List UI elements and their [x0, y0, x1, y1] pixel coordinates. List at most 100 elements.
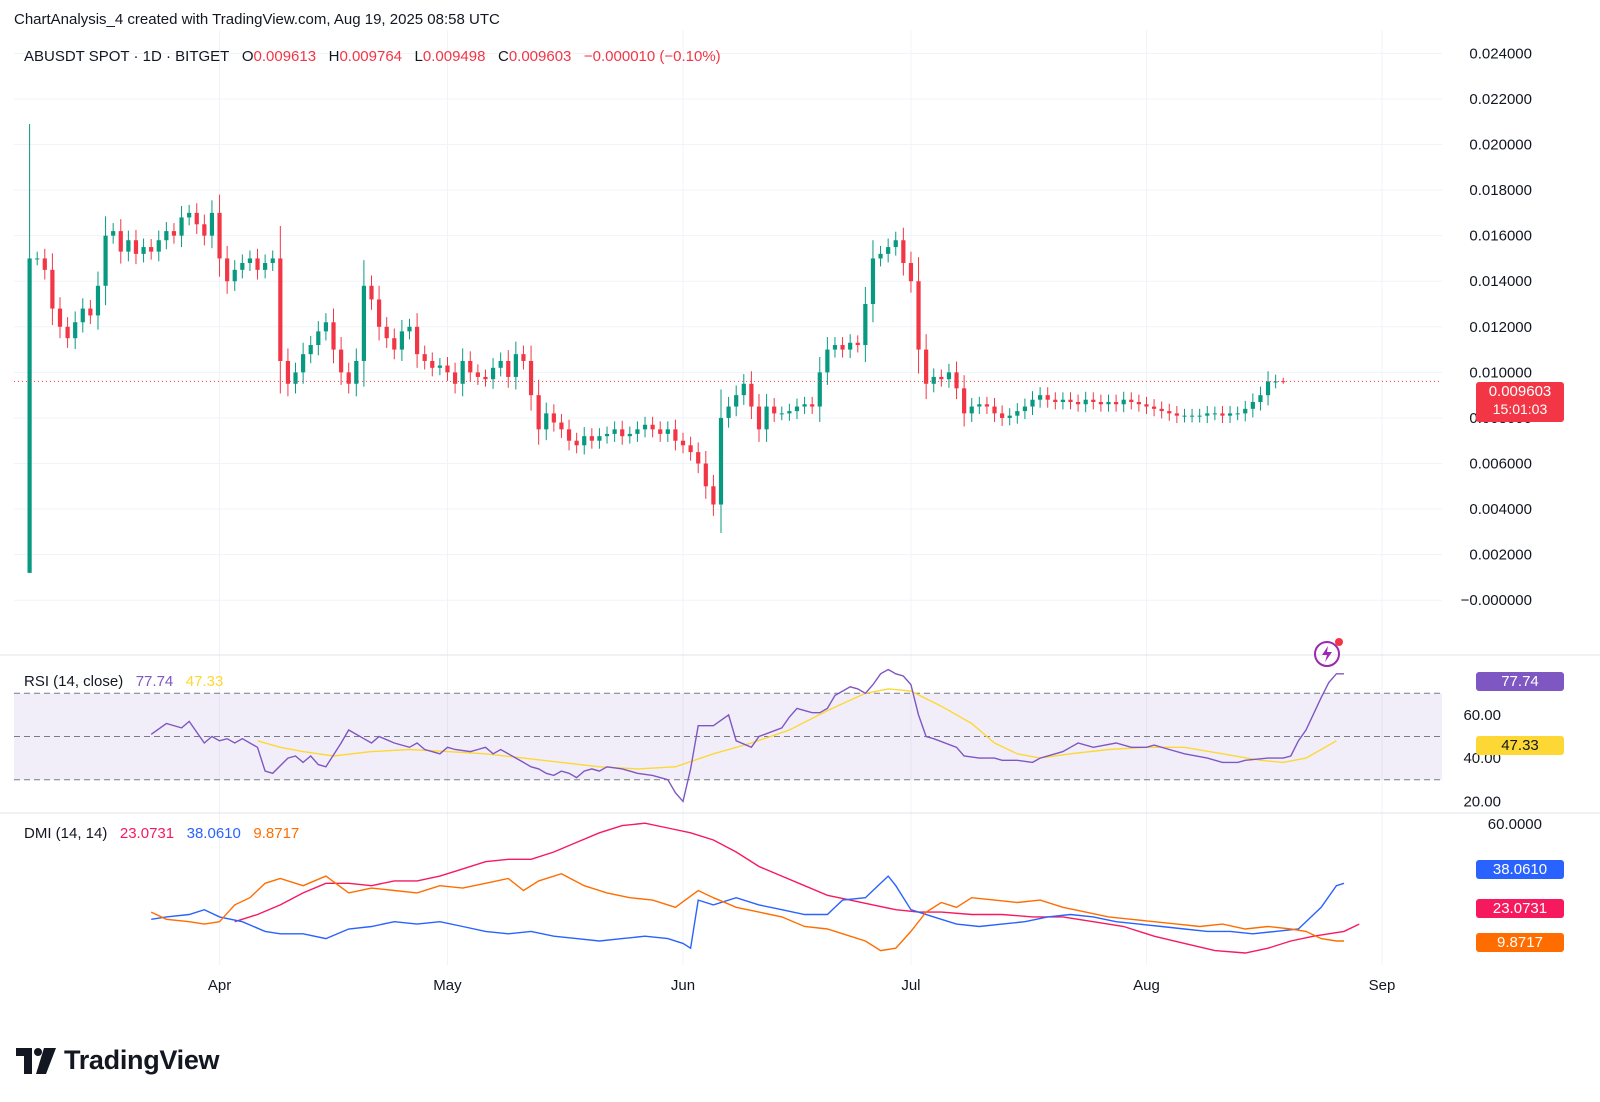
candle-body	[1121, 399, 1126, 405]
candle-body	[620, 429, 625, 437]
candle-body	[1053, 399, 1058, 402]
candle-body	[103, 235, 108, 286]
candle-body	[301, 354, 306, 373]
candle-body	[650, 424, 655, 430]
candle-body	[149, 247, 154, 252]
candle-body	[346, 372, 351, 384]
candle-body	[65, 326, 70, 339]
candle-body	[1098, 401, 1103, 405]
candle-body	[1281, 381, 1286, 383]
candle-body	[270, 258, 275, 264]
candle-body	[498, 360, 503, 368]
candle-body	[1136, 401, 1141, 405]
price-tick-label: 0.018000	[1469, 182, 1532, 199]
candle-body	[1205, 413, 1210, 416]
candle-body	[772, 406, 777, 414]
candle-body	[589, 436, 594, 441]
axes: 0.024000 0.022000 0.020000 0.018000 0.016000…	[208, 45, 1542, 994]
candle-body	[202, 224, 207, 236]
candle-body	[247, 258, 253, 264]
minus-di-line	[150, 872, 1344, 952]
candle-body	[703, 463, 708, 487]
rsi-legend[interactable]: RSI (14, close) 77.74 47.33	[24, 673, 223, 690]
candle-body	[1220, 413, 1225, 416]
last-price-value: 0.009603	[1488, 383, 1552, 400]
rsi-label: RSI (14, close)	[24, 673, 124, 690]
candle-body	[1045, 395, 1050, 400]
price-tick-label: 0.016000	[1469, 228, 1532, 245]
adx-badge: 23.0731	[1476, 899, 1564, 918]
candle-body	[1106, 401, 1111, 405]
candle-body	[680, 440, 686, 446]
candle-body	[475, 372, 480, 377]
candle-body	[445, 365, 450, 373]
candle-body	[80, 308, 85, 323]
candle-body	[118, 231, 123, 252]
symbol-name[interactable]: ABUSDT SPOT · 1D · BITGET	[24, 48, 230, 65]
brand-name: TradingView	[64, 1045, 220, 1075]
candle-body	[1273, 381, 1278, 383]
price-candles	[14, 124, 1442, 573]
candle-body	[528, 360, 534, 396]
rsi-value: 77.74	[135, 673, 174, 690]
candle-body	[1129, 399, 1134, 402]
candle-body	[764, 406, 769, 430]
candle-body	[756, 406, 762, 430]
candle-body	[1250, 401, 1255, 409]
candle-body	[665, 429, 670, 434]
dmi-legend[interactable]: DMI (14, 14) 23.0731 38.0610 9.8717	[24, 825, 299, 842]
high-key: H	[328, 48, 340, 65]
candle-body	[794, 406, 800, 412]
candle-body	[1197, 415, 1202, 417]
candle-body	[658, 429, 663, 434]
candle-body	[992, 406, 997, 414]
price-tick-label: 0.006000	[1469, 456, 1532, 473]
time-tick-label: Apr	[208, 977, 231, 994]
candle-body	[1144, 404, 1149, 407]
candle-body	[35, 258, 40, 260]
candle-body	[574, 440, 579, 446]
candle-body	[460, 360, 465, 384]
candle-body	[718, 417, 724, 505]
price-tick-label: 0.024000	[1469, 45, 1532, 62]
lightning-alert-icon[interactable]	[1314, 638, 1343, 667]
rsi-line	[150, 668, 1344, 803]
candle-body	[612, 429, 617, 434]
price-tick-label: 0.012000	[1469, 319, 1532, 336]
candle-body	[924, 349, 929, 384]
candle-body	[141, 247, 146, 254]
candle-body	[893, 240, 898, 248]
candle-body	[111, 231, 116, 236]
candle-body	[1212, 413, 1217, 415]
candle-body	[240, 263, 245, 270]
price-tick-label: 0.002000	[1469, 547, 1532, 564]
candle-body	[164, 231, 169, 241]
candle-body	[1265, 381, 1271, 396]
candle-body	[536, 395, 541, 430]
low-key: L	[414, 48, 423, 65]
candle-body	[285, 360, 291, 384]
candle-body	[50, 269, 55, 309]
candle-body	[939, 376, 944, 380]
open-value: 0.009613	[253, 48, 317, 65]
dmi-tick-label: 60.0000	[1488, 816, 1542, 833]
candle-body	[133, 240, 139, 254]
candle-body	[779, 413, 784, 415]
candle-body	[194, 212, 199, 225]
price-tick-label: −0.000000	[1461, 592, 1532, 609]
candle-body	[521, 354, 526, 361]
candle-body	[263, 263, 268, 270]
candle-body	[384, 326, 389, 339]
candle-body	[308, 345, 313, 355]
time-tick-label: Jun	[671, 977, 695, 994]
tradingview-logo[interactable]: TradingView	[16, 1045, 220, 1076]
candle-body	[513, 354, 518, 377]
plus-di-value: 38.0610	[186, 825, 241, 842]
candle-body	[316, 331, 321, 346]
candle-body	[908, 263, 914, 282]
candle-body	[323, 322, 329, 332]
time-tick-label: May	[433, 977, 462, 994]
plus-di-line	[151, 875, 1345, 950]
candle-body	[977, 404, 982, 407]
